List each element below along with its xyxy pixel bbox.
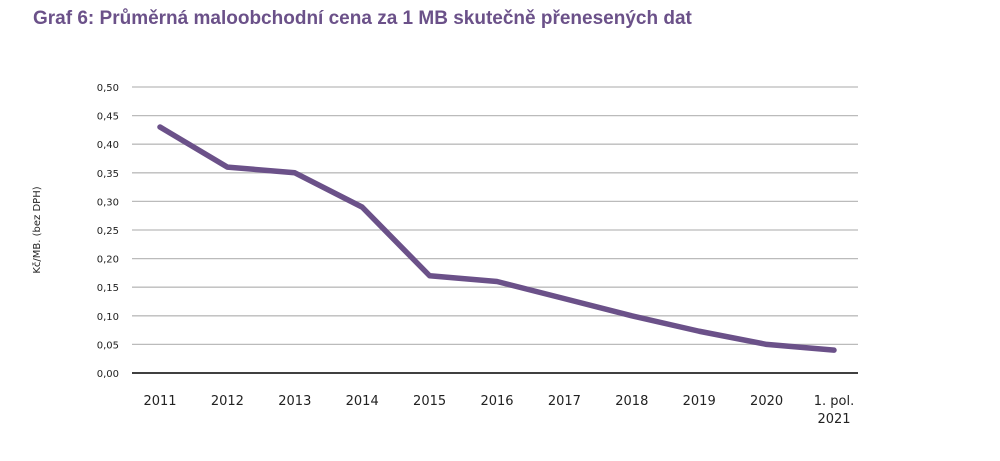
x-tick-label: 2018: [615, 394, 648, 409]
y-axis-label: Kč/MB. (bez DPH): [31, 186, 43, 273]
y-tick-label: 0,35: [97, 169, 119, 180]
chart-title: Graf 6: Průměrná maloobchodní cena za 1 …: [33, 8, 692, 29]
y-tick-label: 0,30: [97, 197, 119, 208]
y-tick-label: 0,15: [97, 283, 119, 294]
x-tick-label: 2020: [750, 394, 783, 409]
x-tick-label: 2014: [346, 394, 379, 409]
y-tick-label: 0,40: [97, 140, 119, 151]
x-tick-label: 2013: [278, 394, 311, 409]
y-tick-label: 0,25: [97, 226, 119, 237]
y-tick-label: 0,45: [97, 112, 119, 123]
series-line: [157, 124, 837, 353]
x-tick-label: 2011: [143, 394, 176, 409]
x-tick-label: 2016: [480, 394, 513, 409]
y-tick-label: 0,20: [97, 255, 119, 266]
x-tick-label: 2012: [211, 394, 244, 409]
x-tick-label: 1. pol. 2021: [814, 394, 855, 427]
x-tick-label: 2017: [548, 394, 581, 409]
y-tick-label: 0,10: [97, 312, 119, 323]
y-tick-label: 0,50: [97, 83, 119, 94]
x-tick-label: 2015: [413, 394, 446, 409]
x-tick-label: 2019: [683, 394, 716, 409]
y-tick-label: 0,00: [97, 369, 119, 380]
y-tick-label: 0,05: [97, 340, 119, 351]
